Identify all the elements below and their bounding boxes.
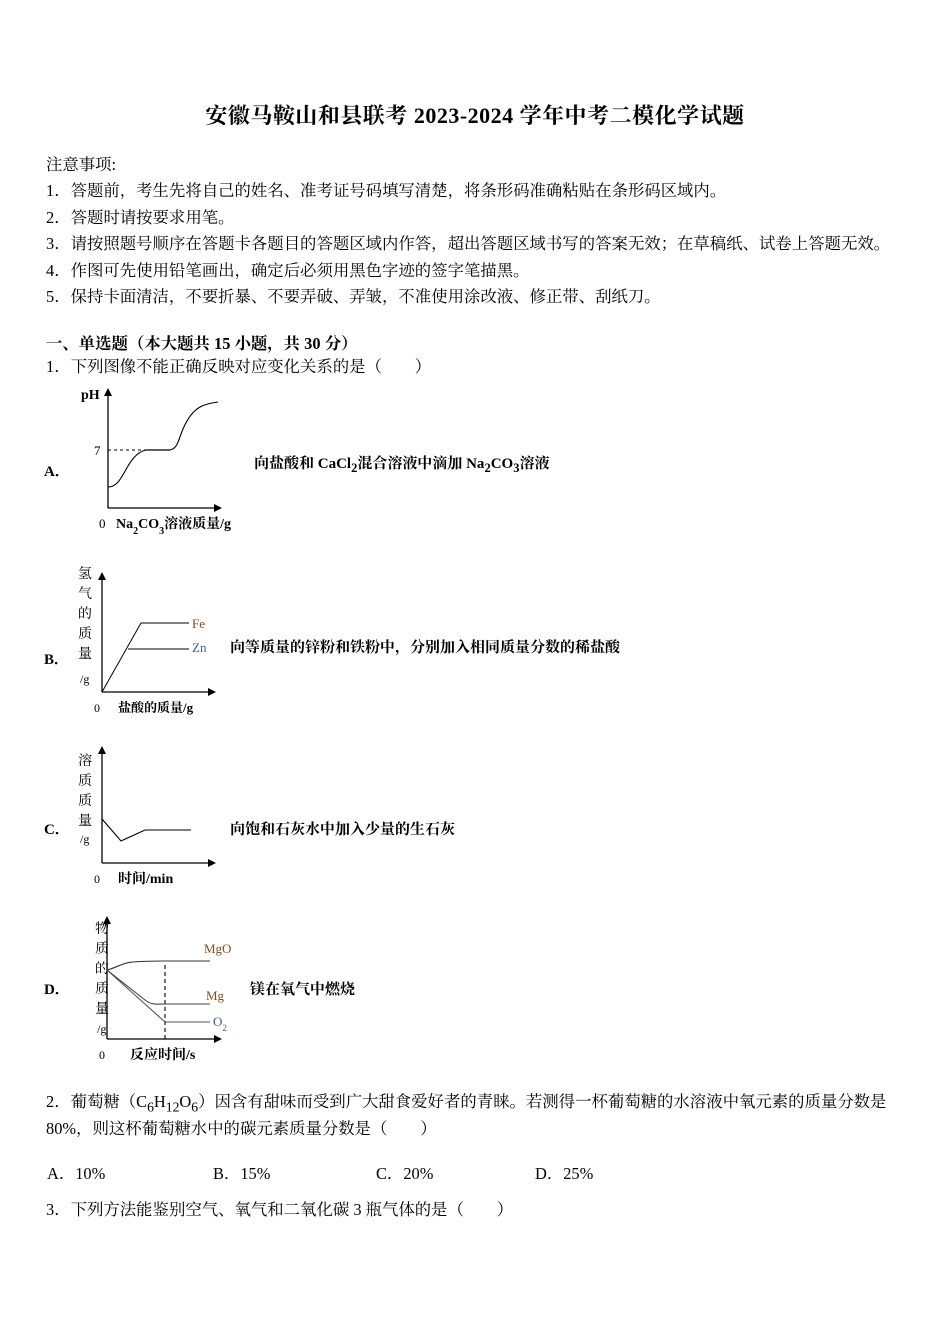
- svg-text:反应时间/s: 反应时间/s: [130, 1047, 196, 1063]
- svg-text:O2: O2: [213, 1014, 227, 1033]
- svg-text:0: 0: [99, 1048, 105, 1062]
- svg-text:Mg: Mg: [206, 988, 225, 1003]
- svg-text:MgO: MgO: [204, 941, 231, 956]
